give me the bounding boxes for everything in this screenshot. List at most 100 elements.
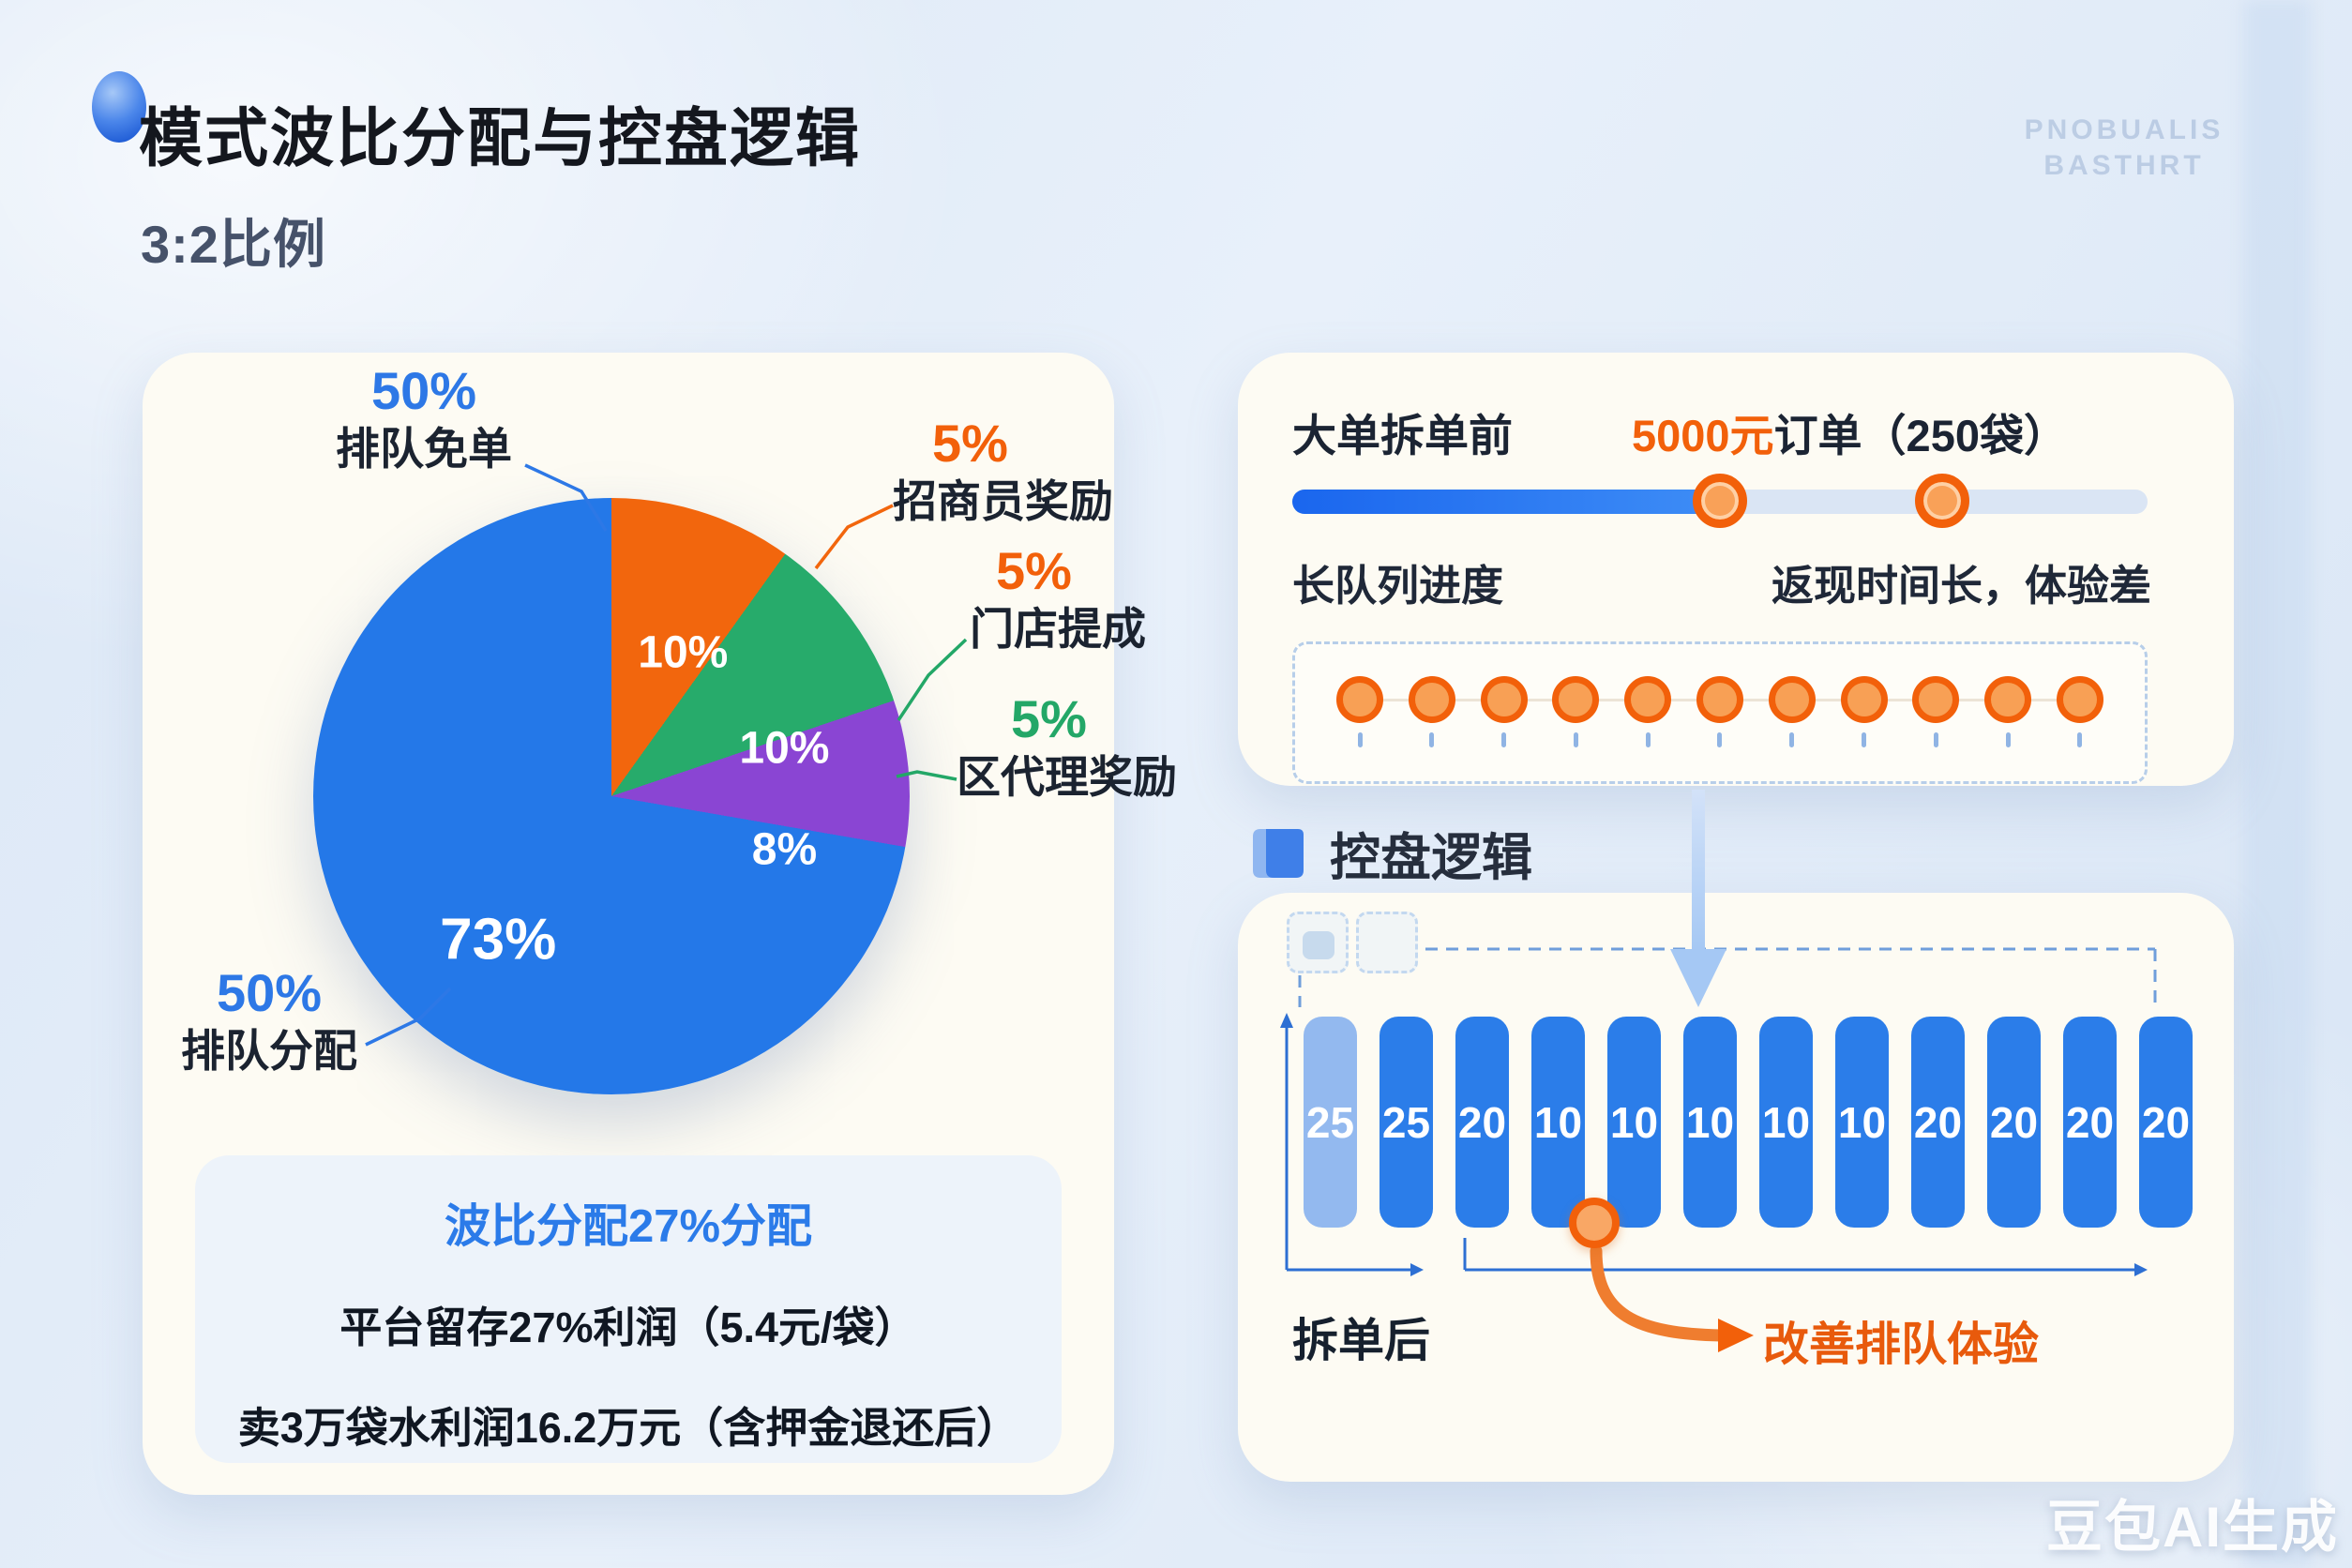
pie-allocation-card: 10% 10% 8% 73% 50% 排队免单 5% 招商员奖励 5% 门店提成 5%…: [143, 353, 1177, 1495]
queue-bar: 10: [1835, 1017, 1889, 1228]
queue-dot-icon: [1984, 676, 2032, 723]
queue-dot-icon: [1408, 676, 1455, 723]
queue-dot-item: [1984, 676, 2032, 781]
queue-bar: 20: [1911, 1017, 1965, 1228]
queue-dot-tick: [1789, 732, 1795, 747]
pre-split-heading: 大单拆单前: [1292, 411, 1513, 460]
ghost-square-icon: [1287, 912, 1349, 973]
callout-agent-reward: 5% 区代理奖励: [957, 689, 1177, 802]
queue-bar: 20: [1987, 1017, 2041, 1228]
flow-down-arrow: [1670, 790, 1726, 1007]
pie-slice-label: 10%: [739, 723, 830, 774]
watermark-top-line1: PNOBUALIS: [2024, 114, 2224, 145]
queue-dot-item: [1696, 676, 1743, 781]
callout-label: 排队免单: [336, 423, 512, 474]
queue-dot-tick: [2077, 732, 2083, 747]
queue-dot-item: [1552, 676, 1600, 781]
page-title: 模式波比分配与控盘逻辑: [139, 103, 862, 174]
background-band: [2243, 0, 2311, 1568]
queue-dot-tick: [1717, 732, 1723, 747]
pie-slice-label: 10%: [638, 627, 729, 678]
progress-captions: 长队列进度 返现时间长，体验差: [1292, 551, 2151, 612]
queue-dot-item: [1768, 676, 1816, 781]
callout-pct: 50%: [370, 361, 477, 420]
watermark-top-line2: BASTHRT: [2043, 150, 2205, 181]
summary-line-1: 平台留存27%利润（5.4元/袋）: [339, 1304, 917, 1351]
order-amount: 5000元: [1632, 411, 1774, 460]
after-split-label: 拆单后: [1292, 1316, 1431, 1366]
queue-bar: 25: [1304, 1017, 1357, 1228]
queue-dot-tick: [1429, 732, 1435, 747]
queue-bar: 10: [1531, 1017, 1585, 1228]
page-subtitle: 3:2比例: [141, 215, 326, 274]
control-section-header: 控盘逻辑: [1249, 816, 1532, 890]
queue-dot-tick: [1357, 732, 1363, 747]
callout-pct: 5%: [1011, 689, 1087, 748]
progress-marker-2: [1915, 474, 1970, 528]
pie-slice-label: 73%: [440, 907, 557, 972]
queue-bar: 20: [2139, 1017, 2193, 1228]
queue-dot-icon: [1840, 676, 1888, 723]
queue-bar: 10: [1683, 1017, 1737, 1228]
bookmark-icon: [1253, 828, 1304, 878]
title-sphere-icon: [92, 71, 146, 143]
queue-position-marker: [1569, 1198, 1620, 1248]
summary-line-2: 卖3万袋水利润16.2万元（含押金退还后）: [237, 1404, 1019, 1452]
queue-bar: 10: [1607, 1017, 1661, 1228]
queue-dot-icon: [1624, 676, 1672, 723]
queue-dot-icon: [1480, 676, 1528, 723]
callout-pct: 5%: [996, 541, 1072, 600]
leader-lines: [365, 463, 968, 1047]
pre-split-card: 大单拆单前 5000元订单（250袋） 长队列进度 返现时间长，体验差: [1238, 353, 2234, 786]
callout-store-commission: 5% 门店提成: [970, 541, 1146, 654]
queue-bar: 20: [1455, 1017, 1509, 1228]
callout-label: 排队分配: [181, 1025, 357, 1076]
queue-dot-item: [1840, 676, 1888, 781]
watermark-top: PNOBUALIS BASTHRT: [2016, 113, 2232, 184]
caption-cashback-slow: 返现时间长，体验差: [1771, 562, 2151, 610]
callout-pct: 50%: [216, 963, 323, 1022]
summary-box: 波比分配27%分配 平台留存27%利润（5.4元/袋） 卖3万袋水利润16.2万…: [195, 1155, 1062, 1463]
queue-dot-item: [1480, 676, 1528, 781]
callout-label: 门店提成: [970, 603, 1146, 654]
progress-fill: [1292, 490, 1720, 514]
queue-dot-tick: [2005, 732, 2011, 747]
queue-dot-icon: [1552, 676, 1600, 723]
callout-recruiter-reward: 5% 招商员奖励: [893, 414, 1113, 526]
pie-slice-label: 8%: [751, 824, 818, 875]
progress-bar: [1292, 474, 2148, 528]
queue-dot-tick: [1862, 732, 1867, 747]
queue-bar: 20: [2063, 1017, 2117, 1228]
order-text: 5000元订单（250袋）: [1632, 400, 2068, 464]
improve-experience-label: 改善排队体验: [1763, 1319, 2040, 1370]
queue-dot-icon: [1912, 676, 1960, 723]
control-annotation-lines: [1280, 947, 2157, 1352]
queue-dot-item: [1624, 676, 1672, 781]
queue-dot-icon: [1768, 676, 1816, 723]
queue-dot-tick: [1573, 732, 1578, 747]
callout-pct: 5%: [932, 414, 1008, 473]
queue-dot-item: [1912, 676, 1960, 781]
queue-dots-box: [1292, 641, 2148, 784]
queue-dot-icon: [2056, 676, 2103, 723]
queue-dot-tick: [1645, 732, 1651, 747]
queue-bar: 10: [1759, 1017, 1813, 1228]
queue-dot-icon: [1696, 676, 1743, 723]
queue-bar: 25: [1380, 1017, 1433, 1228]
control-card: 25 25 20 10 10 10 10 10 20 20 20 20 拆单后 改善排队体验: [1238, 893, 2234, 1482]
summary-heading: 波比分配27%分配: [444, 1201, 813, 1252]
queue-dot-item: [1336, 676, 1383, 781]
callout-label: 区代理奖励: [957, 751, 1177, 802]
queue-dot-tick: [1933, 732, 1938, 747]
order-detail: 订单（250袋）: [1773, 411, 2068, 460]
queue-dot-item: [1408, 676, 1455, 781]
queue-dot-tick: [1501, 732, 1507, 747]
queue-dots-row: [1295, 644, 2145, 781]
queue-bars: 25 25 20 10 10 10 10 10 20 20 20 20: [1304, 1017, 2193, 1228]
callout-label: 招商员奖励: [893, 475, 1113, 526]
control-section-title: 控盘逻辑: [1330, 830, 1532, 886]
queue-dot-item: [2056, 676, 2103, 781]
caption-queue-progress: 长队列进度: [1292, 562, 1504, 610]
progress-marker-1: [1693, 474, 1747, 528]
pie-chart: 10% 10% 8% 73%: [313, 498, 910, 1094]
